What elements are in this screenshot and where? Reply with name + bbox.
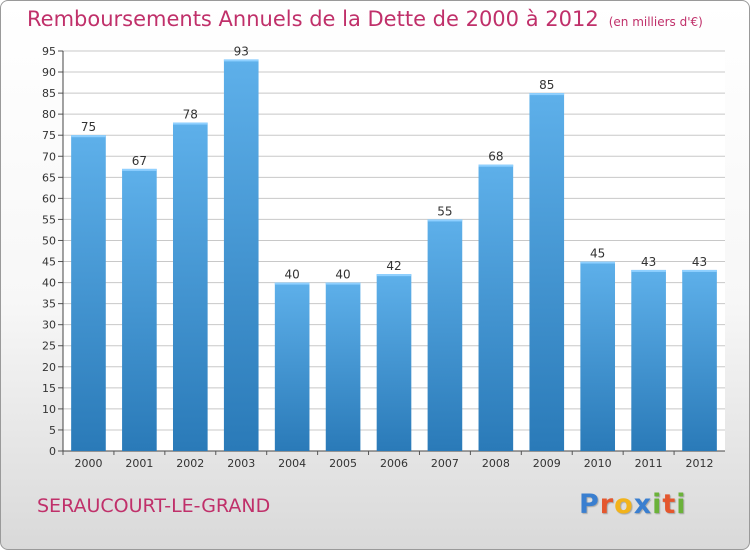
bar-top-edge: [427, 219, 463, 222]
y-tick-label: 35: [42, 298, 56, 311]
data-label: 78: [183, 108, 198, 122]
bar: [274, 282, 310, 451]
bar-top-edge: [274, 282, 310, 285]
y-tick-label: 55: [42, 213, 56, 226]
data-label: 75: [81, 120, 96, 134]
data-label: 40: [335, 268, 350, 282]
x-tick-label: 2000: [74, 457, 102, 470]
x-tick-label: 2010: [584, 457, 612, 470]
city-name: SERAUCOURT-LE-GRAND: [37, 495, 271, 517]
x-tick-label: 2007: [431, 457, 459, 470]
logo-letter: o: [614, 489, 634, 520]
x-tick-label: 2003: [227, 457, 255, 470]
x-tick-label: 2008: [482, 457, 510, 470]
y-tick-label: 80: [42, 108, 56, 121]
proxiti-logo: Proxiti: [579, 489, 687, 520]
bar: [172, 122, 208, 451]
bar-top-edge: [529, 93, 565, 96]
y-tick-label: 95: [42, 45, 56, 58]
data-label: 43: [641, 255, 656, 269]
y-tick-label: 90: [42, 66, 56, 79]
bar-top-edge: [122, 168, 157, 171]
chart-title-text: Remboursements Annuels de la Dette de 20…: [27, 7, 599, 31]
y-tick-label: 5: [49, 424, 56, 437]
logo-letter: i: [676, 489, 687, 520]
data-label: 93: [234, 44, 249, 58]
x-tick-label: 2005: [329, 457, 357, 470]
x-tick-label: 2001: [125, 457, 153, 470]
logo-letter: x: [633, 489, 653, 520]
y-tick-label: 40: [42, 277, 56, 290]
bar: [71, 135, 106, 452]
data-label: 42: [386, 259, 401, 273]
y-tick-label: 85: [42, 87, 56, 100]
bar-top-edge: [631, 269, 666, 272]
logo-letter: i: [652, 489, 663, 520]
bar-top-edge: [71, 135, 106, 138]
logo-letter: r: [599, 489, 615, 520]
x-tick-label: 2009: [533, 457, 561, 470]
data-label: 68: [488, 150, 503, 164]
bar: [427, 219, 463, 451]
data-label: 45: [590, 247, 605, 261]
bar-top-edge: [223, 59, 259, 62]
x-tick-label: 2002: [176, 457, 204, 470]
x-tick-label: 2011: [635, 457, 663, 470]
y-tick-label: 75: [42, 129, 56, 142]
data-label: 55: [437, 204, 452, 218]
y-tick-label: 20: [42, 361, 56, 374]
bar: [478, 164, 514, 451]
y-tick-label: 60: [42, 192, 56, 205]
logo-letter: P: [579, 489, 600, 520]
bar: [376, 274, 412, 451]
data-label: 40: [285, 268, 300, 282]
x-tick-label: 2006: [380, 457, 408, 470]
bar: [580, 261, 616, 451]
y-tick-label: 65: [42, 171, 56, 184]
chart-subtitle: (en milliers d'€): [608, 15, 703, 29]
bar-top-edge: [682, 269, 717, 272]
bar: [682, 269, 717, 451]
data-label: 67: [132, 154, 147, 168]
data-label: 43: [692, 255, 707, 269]
y-tick-label: 0: [49, 445, 56, 458]
y-tick-label: 70: [42, 150, 56, 163]
y-tick-label: 45: [42, 256, 56, 269]
logo-letter: t: [662, 489, 677, 520]
data-label: 85: [539, 78, 554, 92]
x-tick-label: 2012: [686, 457, 714, 470]
bar: [122, 168, 157, 452]
bar: [223, 59, 259, 451]
bar-top-edge: [478, 164, 514, 167]
bar-top-edge: [580, 261, 616, 264]
bar-top-edge: [376, 274, 412, 277]
bar: [325, 282, 361, 451]
bar: [631, 269, 666, 451]
bar-top-edge: [325, 282, 361, 285]
y-tick-label: 15: [42, 382, 56, 395]
chart-title: Remboursements Annuels de la Dette de 20…: [27, 7, 703, 31]
x-tick-label: 2004: [278, 457, 306, 470]
bar: [529, 93, 565, 452]
bar-top-edge: [172, 122, 208, 125]
y-tick-label: 25: [42, 340, 56, 353]
y-tick-label: 30: [42, 319, 56, 332]
y-tick-label: 10: [42, 403, 56, 416]
y-tick-label: 50: [42, 234, 56, 247]
